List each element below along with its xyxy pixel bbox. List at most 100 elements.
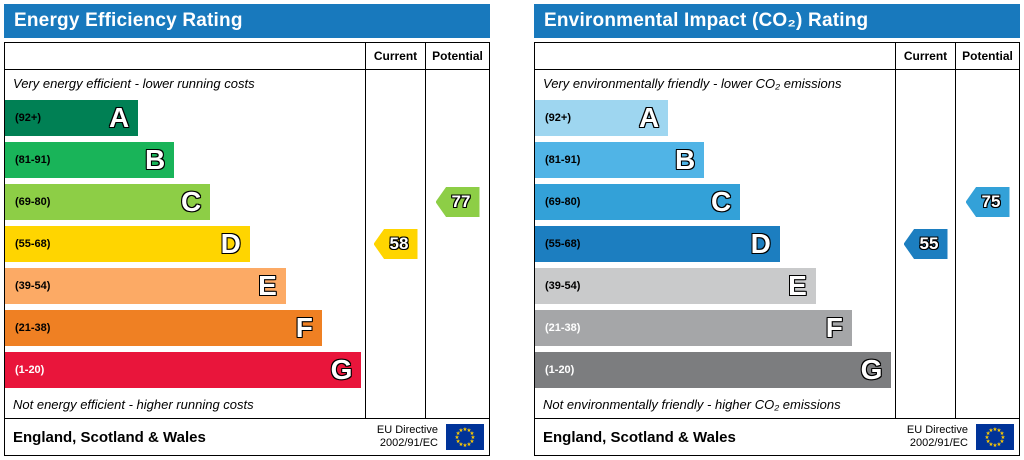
current-column	[895, 139, 955, 181]
rating-band: (55-68) D	[535, 226, 780, 262]
rating-band: (1-20) G	[5, 352, 362, 388]
chart-title: Environmental Impact (CO₂) Rating	[534, 4, 1020, 38]
svg-text:★: ★	[459, 428, 464, 434]
top-note: Very environmentally friendly - lower CO…	[543, 76, 842, 91]
potential-column	[955, 97, 1019, 139]
band-row: (39-54) E	[535, 265, 1019, 307]
band-range-label: (92+)	[545, 112, 571, 124]
potential-column: 75	[955, 181, 1019, 223]
band-letter: D	[220, 228, 241, 259]
bottom-note: Not environmentally friendly - higher CO…	[543, 397, 841, 412]
potential-column	[425, 139, 489, 181]
current-column	[895, 265, 955, 307]
svg-text:★: ★	[993, 443, 998, 449]
current-rating-pointer: 55	[903, 229, 948, 259]
band-row: (81-91) B	[5, 139, 489, 181]
current-column	[365, 70, 425, 97]
potential-column	[425, 349, 489, 391]
band-range-label: (55-68)	[15, 238, 51, 250]
potential-column	[425, 70, 489, 97]
current-column	[895, 349, 955, 391]
top-note-row: Very energy efficient - lower running co…	[5, 70, 489, 97]
band-range-label: (21-38)	[15, 322, 51, 334]
band-cell: (92+) A	[535, 97, 895, 139]
band-range-label: (21-38)	[545, 322, 581, 334]
potential-rating-pointer: 75	[965, 187, 1010, 217]
svg-text:★: ★	[456, 439, 461, 445]
current-column	[365, 139, 425, 181]
bottom-note-row: Not environmentally friendly - higher CO…	[535, 391, 1019, 418]
band-cell: (39-54) E	[535, 265, 895, 307]
potential-column	[955, 307, 1019, 349]
column-header-row: Current Potential	[535, 43, 1019, 70]
eu-flag-icon: ★ ★ ★ ★ ★ ★ ★ ★ ★ ★ ★ ★	[446, 424, 484, 450]
rating-band: (69-80) C	[535, 184, 741, 220]
band-letter: A	[108, 102, 130, 133]
column-spacer	[535, 43, 895, 69]
rating-band: (1-20) G	[535, 352, 892, 388]
current-column	[895, 97, 955, 139]
rating-band: (81-91) B	[535, 142, 705, 178]
environmental-impact-chart: Environmental Impact (CO₂) Rating Curren…	[534, 4, 1020, 456]
svg-text:★: ★	[997, 428, 1002, 434]
current-column	[365, 307, 425, 349]
potential-column-header: Potential	[955, 43, 1019, 69]
potential-column	[955, 349, 1019, 391]
rating-band: (69-80) C	[5, 184, 211, 220]
eu-directive-line2: 2002/91/EC	[909, 437, 968, 449]
potential-column	[425, 97, 489, 139]
band-letter: B	[674, 144, 696, 175]
current-column	[365, 181, 425, 223]
potential-column-header: Potential	[425, 43, 489, 69]
svg-text:★: ★	[471, 435, 476, 441]
current-column	[895, 307, 955, 349]
rating-band: (39-54) E	[535, 268, 816, 304]
band-row: (1-20) G	[535, 349, 1019, 391]
svg-text:★: ★	[467, 442, 472, 448]
rating-band: (81-91) B	[5, 142, 175, 178]
svg-text:★: ★	[469, 431, 474, 437]
eu-directive-line1: EU Directive	[376, 423, 438, 436]
band-range-label: (55-68)	[545, 238, 581, 250]
band-range-label: (81-91)	[545, 154, 581, 166]
potential-column	[425, 223, 489, 265]
band-letter: A	[638, 102, 660, 133]
rating-table: Current Potential Very environmentally f…	[534, 42, 1020, 456]
potential-column	[425, 307, 489, 349]
eu-directive-line2: 2002/91/EC	[379, 437, 438, 449]
rating-band: (92+) A	[5, 100, 139, 136]
eu-directive-text: EU Directive 2002/91/EC	[377, 424, 438, 450]
current-column: 58	[365, 223, 425, 265]
band-range-label: (69-80)	[15, 196, 51, 208]
band-range-label: (81-91)	[15, 154, 51, 166]
region-label: England, Scotland & Wales	[13, 428, 206, 446]
band-range-label: (1-20)	[545, 364, 575, 376]
rating-table: Current Potential Very energy efficient …	[4, 42, 490, 456]
top-note-row: Very environmentally friendly - lower CO…	[535, 70, 1019, 97]
current-column	[365, 265, 425, 307]
band-letter: D	[750, 228, 771, 259]
svg-text:★: ★	[463, 443, 468, 449]
eu-flag-icon: ★ ★ ★ ★ ★ ★ ★ ★ ★ ★ ★ ★	[976, 424, 1014, 450]
energy-efficiency-chart: Energy Efficiency Rating Current Potenti…	[4, 4, 490, 456]
band-letter: C	[710, 186, 732, 217]
current-column	[365, 97, 425, 139]
band-letter: F	[295, 312, 313, 343]
band-cell: (55-68) D	[535, 223, 895, 265]
rating-band: (92+) A	[535, 100, 669, 136]
column-header-row: Current Potential	[5, 43, 489, 70]
chart-footer: England, Scotland & Wales EU Directive 2…	[535, 418, 1019, 455]
svg-text:★: ★	[989, 428, 994, 434]
band-range-label: (92+)	[15, 112, 41, 124]
band-row: (81-91) B	[535, 139, 1019, 181]
top-note: Very energy efficient - lower running co…	[13, 76, 255, 91]
band-letter: B	[144, 144, 166, 175]
band-cell: (21-38) F	[5, 307, 365, 349]
band-cell: (69-80) C	[5, 181, 365, 223]
band-range-label: (39-54)	[545, 280, 581, 292]
current-column: 55	[895, 223, 955, 265]
band-row: (55-68) D 55	[535, 223, 1019, 265]
band-range-label: (69-80)	[545, 196, 581, 208]
rating-band: (39-54) E	[5, 268, 286, 304]
band-cell: (81-91) B	[535, 139, 895, 181]
